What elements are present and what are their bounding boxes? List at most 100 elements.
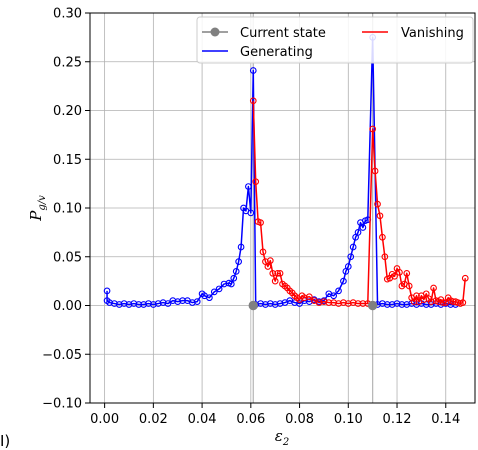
generating-point — [106, 299, 113, 306]
legend: Current state Generating Vanishing — [196, 16, 474, 64]
vanishing-point — [449, 298, 457, 305]
generating-point — [169, 297, 177, 304]
vanishing-point — [359, 300, 367, 307]
vanishing-point — [439, 299, 447, 306]
y-tick-label: 0.15 — [53, 153, 82, 168]
generating-point — [398, 301, 406, 308]
x-tick-label: 0.00 — [90, 412, 119, 427]
generating-point — [154, 300, 162, 307]
vanishing-point — [420, 296, 428, 304]
x-tick-label: 0.08 — [285, 412, 314, 427]
vanishing-point — [461, 274, 469, 282]
generating-point — [227, 280, 235, 288]
generating-point — [179, 297, 186, 304]
generating-point — [235, 258, 242, 265]
vanishing-point — [376, 212, 384, 220]
y-tick-label: 0.05 — [53, 250, 82, 265]
vanishing-point — [340, 299, 347, 306]
vanishing-point — [259, 248, 267, 256]
vanishing-point — [335, 300, 342, 307]
generating-point — [164, 300, 172, 307]
generating-point — [245, 183, 252, 190]
vanishing-point — [320, 298, 328, 305]
generating-point — [335, 287, 342, 295]
y-tick-label: 0.20 — [53, 104, 82, 119]
generating-point — [220, 280, 228, 288]
generating-point — [247, 209, 255, 217]
y-tick-label: 0.10 — [53, 202, 82, 217]
generating-point — [193, 298, 201, 305]
generating-point — [296, 300, 303, 307]
generating-point — [140, 301, 147, 308]
generating-point — [344, 263, 352, 270]
legend-label-generating: Generating — [240, 45, 313, 60]
vanishing-point — [369, 125, 377, 133]
x-tick-label: 0.10 — [334, 412, 363, 427]
x-tick-label: 0.14 — [431, 412, 460, 427]
generating-point — [340, 277, 347, 285]
generating-point — [276, 300, 284, 307]
generating-point — [266, 300, 274, 307]
current-state-point — [367, 300, 378, 311]
vanishing-point — [391, 272, 398, 280]
y-axis-ticks: −0.10 −0.05 0.00 0.05 0.10 0.15 0.20 0.25 0.30 — [42, 7, 90, 412]
generating-point — [120, 300, 128, 307]
x-axis-label: ε2 — [275, 427, 289, 448]
generating-point — [383, 301, 391, 308]
generating-point — [349, 243, 357, 251]
x-tick-label: 0.06 — [236, 412, 265, 427]
y-tick-label: 0.30 — [53, 7, 82, 22]
generating-point — [145, 300, 152, 307]
y-tick-label: −0.10 — [42, 397, 82, 412]
vanishing-point — [344, 300, 352, 307]
x-tick-label: 0.04 — [188, 412, 217, 427]
generating-point — [347, 253, 355, 261]
vanishing-point — [430, 284, 437, 292]
generating-point — [210, 288, 218, 296]
generating-point — [379, 300, 386, 307]
y-tick-label: −0.05 — [42, 348, 82, 363]
panel-letter: I) — [0, 432, 10, 450]
y-tick-label: 0.25 — [53, 55, 82, 70]
vanishing-point — [374, 200, 381, 208]
vanishing-point — [266, 257, 274, 265]
vanishing-point — [330, 299, 338, 306]
y-axis-label: Pg/v — [27, 195, 48, 222]
generating-point — [188, 299, 196, 306]
generating-point — [249, 67, 257, 74]
vanishing-point — [354, 300, 362, 307]
generating-point — [271, 301, 279, 308]
vanishing-point — [371, 167, 379, 175]
generating-point — [159, 299, 167, 306]
vanishing-point — [410, 298, 418, 305]
vanishing-point — [264, 263, 272, 270]
vanishing-point — [249, 97, 257, 105]
generating-point — [215, 285, 223, 293]
generating-point — [393, 300, 401, 307]
y-tick-label: 0.00 — [53, 299, 82, 314]
vanishing-point — [257, 219, 264, 226]
x-tick-label: 0.02 — [139, 412, 168, 427]
generating-point — [388, 301, 396, 308]
vanishing-point — [381, 253, 389, 261]
generating-point — [230, 274, 238, 282]
generating-point — [111, 300, 118, 307]
vanishing-point — [413, 292, 420, 300]
generating-point — [262, 301, 269, 308]
legend-label-vanishing: Vanishing — [401, 26, 464, 41]
generating-series-line — [106, 36, 456, 306]
vanishing-point — [405, 282, 413, 290]
vanishing-point — [301, 294, 308, 302]
vanishing-point — [305, 293, 313, 301]
vanishing-point — [274, 269, 281, 277]
generating-point — [403, 301, 411, 308]
vanishing-point — [252, 178, 260, 186]
generating-point — [206, 294, 213, 302]
legend-box — [196, 16, 474, 64]
vanishing-point — [403, 269, 411, 277]
generating-point — [103, 287, 111, 295]
vanishing-point — [276, 269, 284, 277]
generating-point — [354, 229, 362, 236]
generating-point — [237, 243, 245, 251]
